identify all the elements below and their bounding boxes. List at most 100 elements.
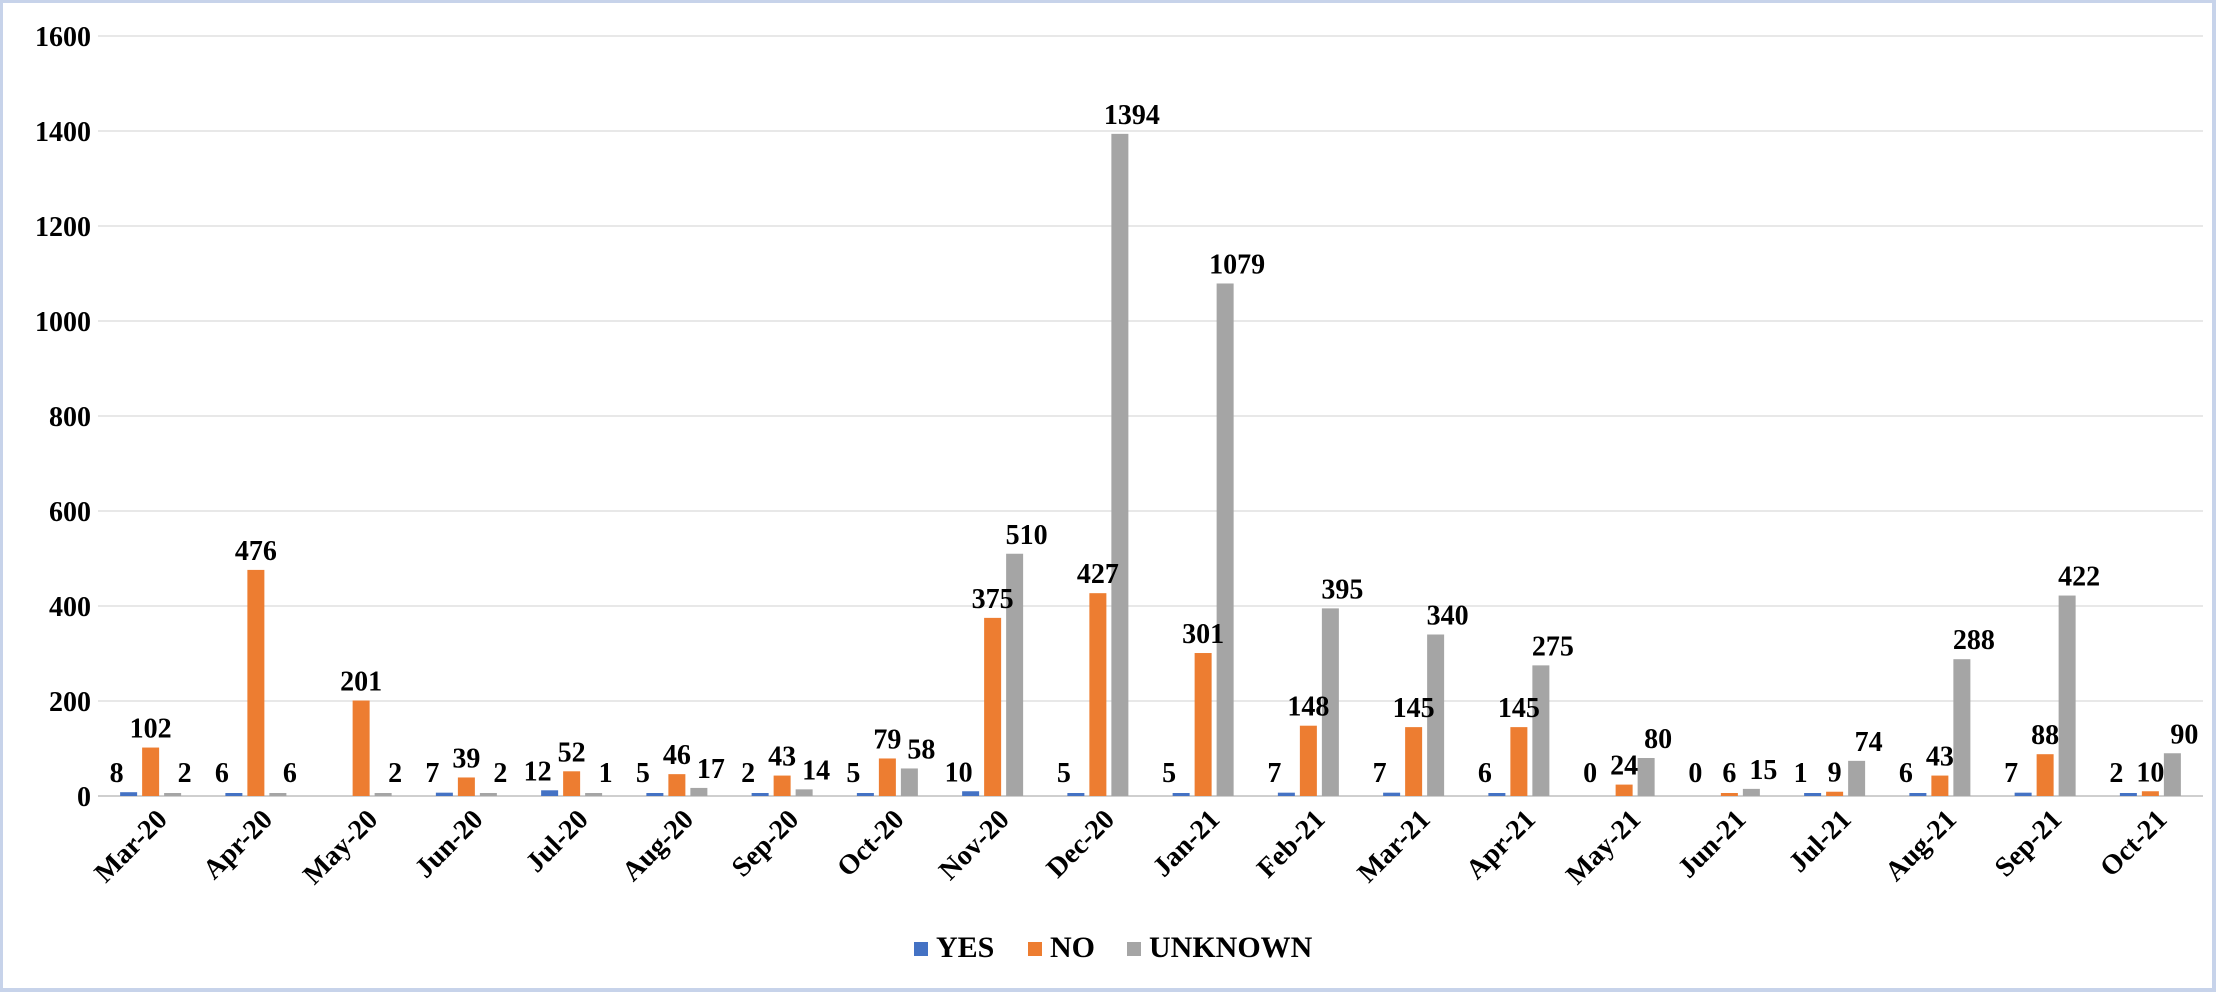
bar-unknown-may-20 bbox=[374, 793, 392, 796]
data-label-yes: 6 bbox=[1899, 758, 1913, 789]
bar-unknown-jul-21 bbox=[1848, 760, 1866, 796]
bar-no-aug-20 bbox=[668, 774, 686, 796]
data-label-no: 476 bbox=[235, 536, 277, 567]
data-label-unknown: 510 bbox=[1006, 520, 1048, 551]
y-tick-label: 1600 bbox=[35, 22, 91, 53]
bar-no-dec-20 bbox=[1089, 593, 1107, 796]
bar-yes-sep-20 bbox=[751, 793, 769, 796]
bar-unknown-feb-21 bbox=[1321, 608, 1339, 796]
data-label-no: 145 bbox=[1393, 693, 1435, 724]
x-tick-label: Mar-20 bbox=[89, 804, 174, 889]
bar-yes-dec-20 bbox=[1067, 793, 1085, 796]
x-tick-label: Aug-20 bbox=[616, 804, 700, 888]
data-label-no: 145 bbox=[1498, 693, 1540, 724]
bar-no-oct-21 bbox=[2141, 791, 2159, 796]
data-label-yes: 2 bbox=[741, 758, 755, 789]
data-label-yes: 5 bbox=[1057, 758, 1071, 789]
data-label-yes: 5 bbox=[846, 758, 860, 789]
legend-swatch-yes bbox=[914, 942, 928, 956]
data-label-unknown: 2 bbox=[388, 758, 402, 789]
bar-no-apr-20 bbox=[247, 569, 265, 796]
x-tick-label: Jan-21 bbox=[1147, 804, 1226, 883]
bar-no-apr-21 bbox=[1510, 727, 1528, 796]
y-tick-label: 800 bbox=[49, 402, 91, 433]
data-label-unknown: 80 bbox=[1644, 724, 1672, 755]
data-label-no: 201 bbox=[340, 667, 382, 698]
legend-label-no: NO bbox=[1050, 931, 1095, 964]
bar-no-oct-20 bbox=[878, 758, 896, 796]
bar-yes-mar-20 bbox=[120, 792, 138, 796]
data-label-unknown: 288 bbox=[1953, 625, 1995, 656]
data-label-yes: 5 bbox=[1162, 758, 1176, 789]
x-tick-label: Apr-20 bbox=[197, 804, 279, 886]
bar-yes-oct-20 bbox=[856, 793, 874, 796]
x-tick-label: Nov-20 bbox=[933, 804, 1015, 886]
bar-yes-jul-20 bbox=[541, 790, 559, 796]
data-label-unknown: 90 bbox=[2170, 719, 2198, 750]
x-tick-label: Mar-21 bbox=[1352, 804, 1437, 889]
bar-no-aug-21 bbox=[1931, 775, 1949, 796]
x-tick-label: Jul-20 bbox=[520, 804, 595, 879]
data-label-unknown: 15 bbox=[1749, 755, 1777, 786]
bar-unknown-mar-20 bbox=[164, 793, 182, 796]
y-tick-label: 1400 bbox=[35, 117, 91, 148]
bar-unknown-jun-21 bbox=[1742, 788, 1760, 796]
data-label-unknown: 2 bbox=[493, 758, 507, 789]
data-label-no: 10 bbox=[2136, 757, 2164, 788]
bar-no-jan-21 bbox=[1194, 653, 1212, 796]
y-tick-label: 600 bbox=[49, 497, 91, 528]
data-label-no: 24 bbox=[1610, 751, 1638, 782]
data-label-no: 375 bbox=[972, 584, 1014, 615]
data-label-yes: 10 bbox=[945, 757, 973, 788]
bar-unknown-apr-20 bbox=[269, 793, 287, 796]
data-label-no: 148 bbox=[1287, 692, 1329, 723]
bar-unknown-oct-21 bbox=[2163, 753, 2181, 796]
data-label-no: 43 bbox=[1926, 742, 1954, 773]
bar-no-feb-21 bbox=[1299, 725, 1317, 796]
data-label-unknown: 422 bbox=[2058, 562, 2100, 593]
bar-yes-mar-21 bbox=[1383, 792, 1401, 796]
data-label-unknown: 1 bbox=[599, 758, 613, 789]
bar-unknown-nov-20 bbox=[1006, 553, 1024, 796]
x-tick-label: Oct-21 bbox=[2094, 804, 2173, 883]
bar-unknown-dec-20 bbox=[1111, 133, 1129, 797]
data-label-unknown: 17 bbox=[697, 754, 725, 785]
legend: YES NO UNKNOWN bbox=[914, 931, 1313, 964]
data-label-yes: 5 bbox=[636, 758, 650, 789]
data-label-no: 79 bbox=[873, 724, 901, 755]
legend-label-unknown: UNKNOWN bbox=[1149, 931, 1313, 964]
data-label-yes: 0 bbox=[1583, 758, 1597, 789]
data-label-no: 52 bbox=[558, 737, 586, 768]
bar-no-nov-20 bbox=[984, 617, 1002, 796]
bar-no-jul-20 bbox=[563, 771, 581, 796]
bar-no-sep-20 bbox=[773, 775, 791, 796]
bar-yes-jul-21 bbox=[1804, 793, 1822, 796]
data-label-no: 46 bbox=[663, 740, 691, 771]
bar-unknown-jan-21 bbox=[1216, 283, 1234, 797]
x-tick-label: Jun-20 bbox=[409, 804, 489, 884]
bar-no-mar-21 bbox=[1405, 727, 1423, 796]
data-label-yes: 2 bbox=[2109, 758, 2123, 789]
bar-no-may-21 bbox=[1615, 784, 1633, 796]
bar-yes-jun-20 bbox=[435, 792, 453, 796]
bar-unknown-aug-20 bbox=[690, 787, 708, 796]
data-label-no: 301 bbox=[1182, 619, 1224, 650]
data-label-no: 6 bbox=[1722, 758, 1736, 789]
y-tick-label: 1200 bbox=[35, 212, 91, 243]
legend-label-yes: YES bbox=[936, 931, 994, 964]
data-label-unknown: 340 bbox=[1427, 601, 1469, 632]
bar-yes-sep-21 bbox=[2014, 792, 2032, 796]
x-tick-label: Sep-21 bbox=[1989, 804, 2068, 883]
data-label-yes: 0 bbox=[1688, 758, 1702, 789]
x-tick-label: Feb-21 bbox=[1251, 804, 1331, 884]
bar-yes-apr-20 bbox=[225, 793, 243, 796]
data-label-unknown: 1394 bbox=[1104, 100, 1160, 131]
x-tick-label: May-21 bbox=[1560, 804, 1647, 891]
data-label-yes: 7 bbox=[425, 758, 439, 789]
data-label-unknown: 74 bbox=[1855, 727, 1883, 758]
data-label-yes: 12 bbox=[524, 756, 552, 787]
data-label-no: 88 bbox=[2031, 720, 2059, 751]
y-tick-label: 0 bbox=[77, 782, 91, 813]
